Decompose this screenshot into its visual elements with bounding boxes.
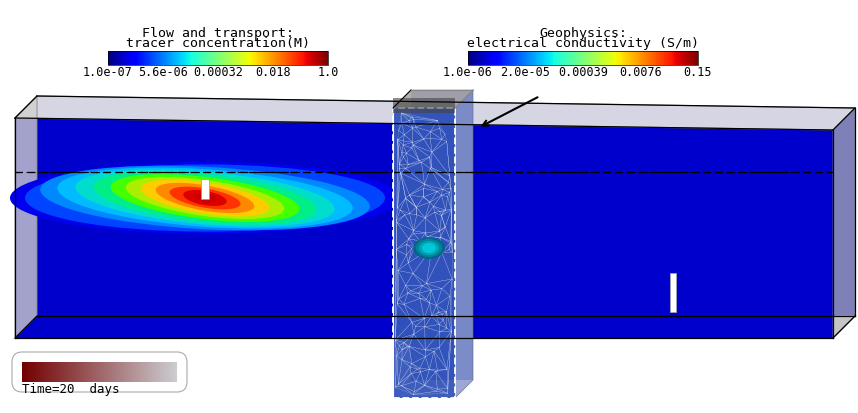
Text: tracer concentration(M): tracer concentration(M) xyxy=(126,37,310,50)
Text: 5.6e-06: 5.6e-06 xyxy=(138,66,188,79)
Polygon shape xyxy=(411,90,473,380)
Ellipse shape xyxy=(193,193,217,203)
Ellipse shape xyxy=(10,162,400,234)
Text: 0.0076: 0.0076 xyxy=(619,66,662,79)
Text: 0.00032: 0.00032 xyxy=(193,66,243,79)
Bar xyxy=(393,98,455,113)
Text: 0.018: 0.018 xyxy=(255,66,291,79)
Text: Geophysics:: Geophysics: xyxy=(539,26,627,40)
Ellipse shape xyxy=(40,166,370,230)
Ellipse shape xyxy=(76,169,335,227)
Ellipse shape xyxy=(416,239,442,257)
Text: 1.0e-06: 1.0e-06 xyxy=(443,66,493,79)
Ellipse shape xyxy=(422,243,436,253)
Ellipse shape xyxy=(413,237,445,259)
Polygon shape xyxy=(15,96,37,338)
Polygon shape xyxy=(455,90,473,398)
Ellipse shape xyxy=(57,168,353,228)
Ellipse shape xyxy=(111,174,299,222)
Text: 0.00039: 0.00039 xyxy=(558,66,608,79)
Bar xyxy=(670,273,676,312)
Bar xyxy=(201,179,209,199)
Text: Time=20  days: Time=20 days xyxy=(22,383,119,396)
Text: 2.0e-05: 2.0e-05 xyxy=(500,66,551,79)
Polygon shape xyxy=(393,108,455,398)
Bar xyxy=(468,51,698,65)
Ellipse shape xyxy=(126,177,284,219)
Polygon shape xyxy=(15,96,855,130)
Ellipse shape xyxy=(94,171,317,225)
Bar xyxy=(108,51,328,65)
Text: Flow and transport:: Flow and transport: xyxy=(142,26,294,40)
Ellipse shape xyxy=(419,241,439,255)
Text: electrical conductivity (S/m): electrical conductivity (S/m) xyxy=(467,37,699,50)
Ellipse shape xyxy=(155,183,254,213)
Bar xyxy=(393,108,455,398)
Polygon shape xyxy=(37,96,855,316)
Ellipse shape xyxy=(25,164,385,232)
Polygon shape xyxy=(15,316,855,338)
Polygon shape xyxy=(393,90,473,108)
Text: 1.0: 1.0 xyxy=(317,66,339,79)
FancyBboxPatch shape xyxy=(14,354,185,390)
Text: 1.0e-07: 1.0e-07 xyxy=(83,66,133,79)
Polygon shape xyxy=(15,118,833,338)
Ellipse shape xyxy=(184,190,227,206)
Polygon shape xyxy=(833,108,855,338)
Ellipse shape xyxy=(170,187,240,209)
Ellipse shape xyxy=(141,180,269,216)
Text: 0.15: 0.15 xyxy=(684,66,712,79)
